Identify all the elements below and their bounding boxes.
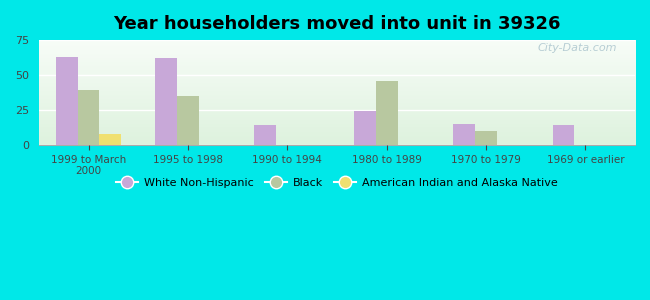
Bar [155,58,177,145]
Bar [552,125,575,145]
Bar [56,57,77,145]
Bar [475,131,497,145]
Legend: White Non-Hispanic, Black, American Indian and Alaska Native: White Non-Hispanic, Black, American Indi… [112,173,562,192]
Title: Year householders moved into unit in 39326: Year householders moved into unit in 393… [113,15,561,33]
Bar [99,134,122,145]
Bar [354,112,376,145]
Bar [376,81,398,145]
Bar [77,91,99,145]
Bar [177,96,199,145]
Bar [254,125,276,145]
Text: City-Data.com: City-Data.com [538,43,617,53]
Bar [453,124,475,145]
